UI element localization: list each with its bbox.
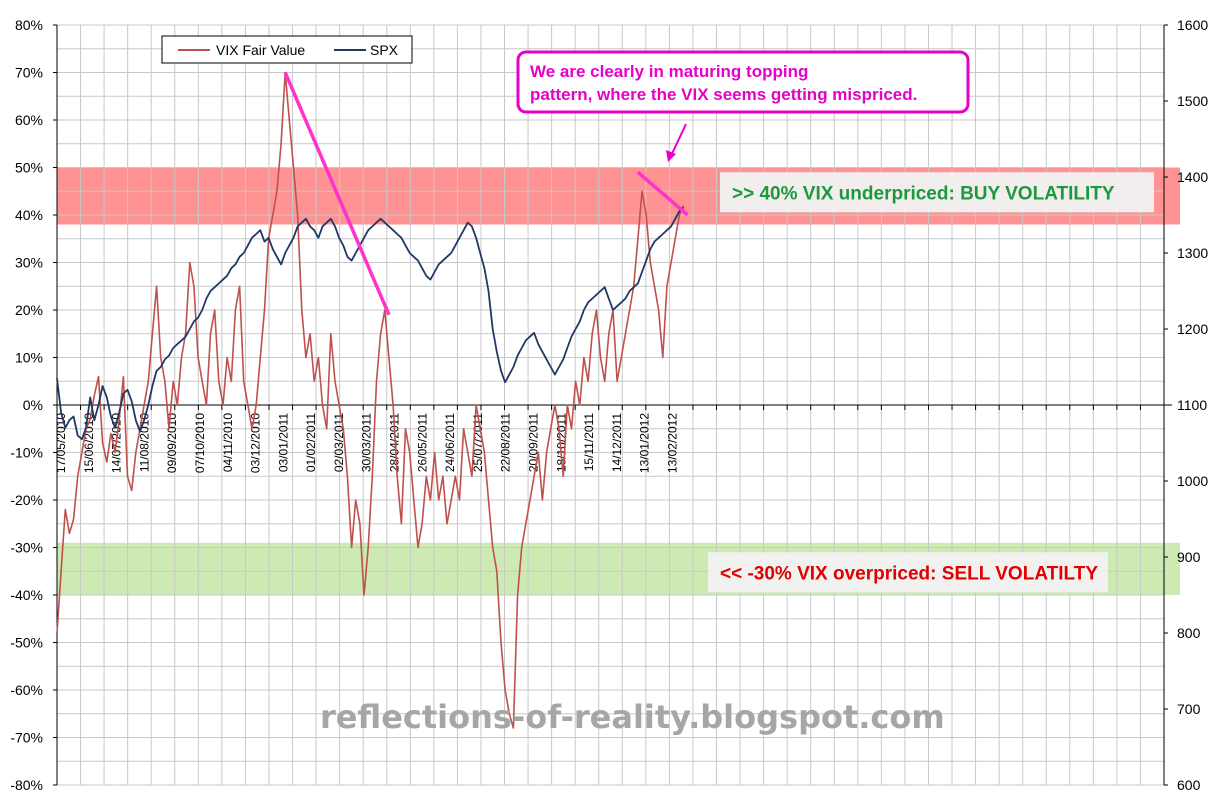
trend-line-0 [283,71,391,316]
left-axis-ticks: 80% 70% 60% 50% 40% 30% 20% 10% 0% -10% -20% -30% -4… [10,17,57,793]
right-tick-label: 1400 [1177,169,1208,185]
left-tick-label: -40% [10,587,43,603]
x-tick-label: 09/09/2010 [165,413,179,473]
x-tick-label: 15/11/2011 [582,413,596,472]
annotation-callout: We are clearly in maturing topping patte… [516,50,970,162]
right-tick-label: 1100 [1177,397,1207,413]
left-tick-label: -20% [10,492,43,508]
annotation-arrow-head [666,150,676,162]
x-tick-label: 14/12/2011 [610,413,624,472]
left-tick-label: -60% [10,682,43,698]
x-tick-label: 22/08/2011 [499,413,513,472]
right-tick-label: 1200 [1177,321,1208,337]
x-tick-label: 30/03/2011 [360,413,374,472]
legend: VIX Fair Value SPX [161,35,413,64]
left-tick-label: 50% [15,160,43,176]
x-tick-label: 20/09/2011 [526,413,540,472]
band-label-box-0 [720,172,1154,213]
right-tick-label: 900 [1177,549,1201,565]
x-tick-label: 01/02/2011 [304,413,318,472]
left-tick-label: -70% [10,730,43,746]
left-tick-label: -50% [10,635,43,651]
left-tick-label: 80% [15,17,43,33]
annotation-line-2: pattern, where the VIX seems getting mis… [530,85,917,104]
right-tick-label: 1300 [1177,245,1208,261]
right-tick-label: 1000 [1177,473,1208,489]
x-tick-label: 26/05/2011 [415,413,429,472]
left-tick-label: -80% [10,777,43,793]
right-tick-label: 600 [1177,777,1201,793]
left-tick-label: 0% [23,397,43,413]
legend-label-spx: SPX [370,42,399,58]
x-tick-label: 03/01/2011 [276,413,290,472]
series-line-vix-fair-value [56,71,685,729]
left-tick-label: 70% [15,65,43,81]
x-tick-label: 07/10/2010 [193,413,207,473]
left-tick-label: 10% [15,350,43,366]
right-tick-label: 700 [1177,701,1201,717]
trend-lines [283,71,689,316]
right-axis-ticks: 1600 1500 1400 1300 1200 1100 1000 900 800 700 600 [1164,17,1208,793]
band-label-box-1 [708,552,1108,593]
watermark: reflections-of-reality.blogspot.com [320,698,945,736]
right-tick-label: 1500 [1177,93,1208,109]
left-tick-label: -10% [10,445,43,461]
series-line-spx [56,206,685,441]
right-tick-label: 1600 [1177,17,1208,33]
x-tick-label: 04/11/2010 [221,413,235,472]
x-tick-label: 13/02/2012 [665,413,679,473]
x-tick-label: 24/06/2011 [443,413,457,472]
annotation-arrow [669,123,687,159]
left-tick-label: 60% [15,112,43,128]
band-label-1: << -30% VIX overpriced: SELL VOLATILTY [720,563,1098,584]
band-labels: >> 40% VIX underpriced: BUY VOLATILITY <<… [708,172,1154,593]
annotation-box [516,50,970,114]
trend-line-1 [636,170,689,217]
legend-label-vix: VIX Fair Value [216,42,305,58]
right-tick-label: 800 [1177,625,1201,641]
left-tick-label: 40% [15,207,43,223]
x-axis-ticks: 17/05/2010 15/06/2010 14/07/2010 11/08/2010… [54,413,679,473]
left-tick-label: 30% [15,255,43,271]
left-tick-label: -30% [10,540,43,556]
series-lines [56,71,685,729]
annotation-line-1: We are clearly in maturing topping [530,62,808,81]
x-tick-label: 13/01/2012 [638,413,652,473]
x-tick-label: 17/05/2010 [54,413,68,473]
left-tick-label: 20% [15,302,43,318]
band-label-0: >> 40% VIX underpriced: BUY VOLATILITY [732,183,1115,204]
